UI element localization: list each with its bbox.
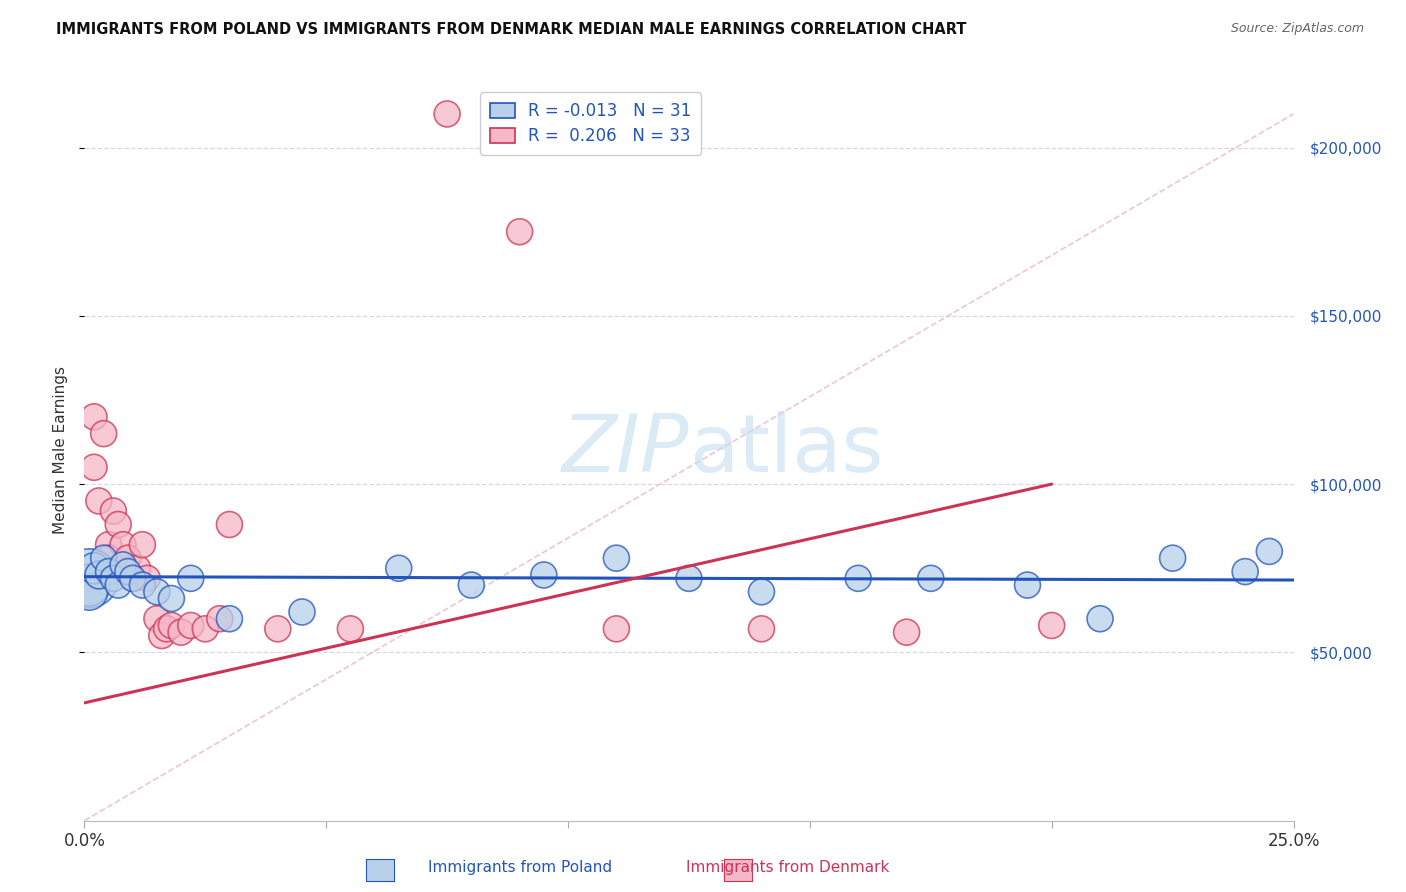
Point <box>83 460 105 475</box>
Point <box>136 571 159 585</box>
Point <box>83 409 105 424</box>
Point <box>112 538 135 552</box>
Point <box>208 612 231 626</box>
Point <box>97 565 120 579</box>
Point <box>121 571 143 585</box>
Point <box>83 561 105 575</box>
Point <box>117 551 139 566</box>
Point <box>605 622 627 636</box>
Point <box>180 618 202 632</box>
Point <box>97 551 120 566</box>
Point <box>267 622 290 636</box>
Point <box>146 584 169 599</box>
Point <box>1017 578 1039 592</box>
Point <box>117 565 139 579</box>
Point <box>1088 612 1111 626</box>
Point <box>97 538 120 552</box>
Text: ZIP: ZIP <box>561 411 689 490</box>
Point <box>150 628 173 642</box>
Point <box>87 568 110 582</box>
Point <box>194 622 217 636</box>
Point <box>1040 618 1063 632</box>
Point <box>896 625 918 640</box>
Point <box>751 622 773 636</box>
Point <box>77 571 100 585</box>
Point <box>218 517 240 532</box>
Point <box>155 622 177 636</box>
Point <box>1161 551 1184 566</box>
Point <box>170 625 193 640</box>
Y-axis label: Median Male Earnings: Median Male Earnings <box>53 367 69 534</box>
Point <box>93 551 115 566</box>
Text: Immigrants from Denmark: Immigrants from Denmark <box>686 861 889 875</box>
Point <box>291 605 314 619</box>
Point <box>218 612 240 626</box>
Point <box>77 584 100 599</box>
Point <box>103 571 125 585</box>
Point <box>103 504 125 518</box>
Point <box>846 571 869 585</box>
Legend: R = -0.013   N = 31, R =  0.206   N = 33: R = -0.013 N = 31, R = 0.206 N = 33 <box>479 92 702 155</box>
Point <box>436 107 458 121</box>
Point <box>751 584 773 599</box>
Point <box>160 618 183 632</box>
Text: IMMIGRANTS FROM POLAND VS IMMIGRANTS FROM DENMARK MEDIAN MALE EARNINGS CORRELATI: IMMIGRANTS FROM POLAND VS IMMIGRANTS FRO… <box>56 22 967 37</box>
Point <box>920 571 942 585</box>
Point <box>180 571 202 585</box>
Point <box>160 591 183 606</box>
Point <box>107 578 129 592</box>
Text: atlas: atlas <box>689 411 883 490</box>
Point <box>93 426 115 441</box>
Point <box>678 571 700 585</box>
Point <box>131 578 153 592</box>
Point <box>1258 544 1281 558</box>
Point <box>1234 565 1257 579</box>
Point <box>107 517 129 532</box>
Point <box>112 558 135 572</box>
Point <box>77 571 100 585</box>
Point <box>131 538 153 552</box>
Point <box>146 612 169 626</box>
Text: Immigrants from Poland: Immigrants from Poland <box>429 861 612 875</box>
Text: Source: ZipAtlas.com: Source: ZipAtlas.com <box>1230 22 1364 36</box>
Point <box>339 622 361 636</box>
Point <box>388 561 411 575</box>
Point <box>533 568 555 582</box>
Point <box>87 494 110 508</box>
Point <box>605 551 627 566</box>
Point <box>77 578 100 592</box>
Point <box>460 578 482 592</box>
Point <box>121 571 143 585</box>
Point <box>127 561 149 575</box>
Point <box>509 225 531 239</box>
Point <box>107 561 129 575</box>
